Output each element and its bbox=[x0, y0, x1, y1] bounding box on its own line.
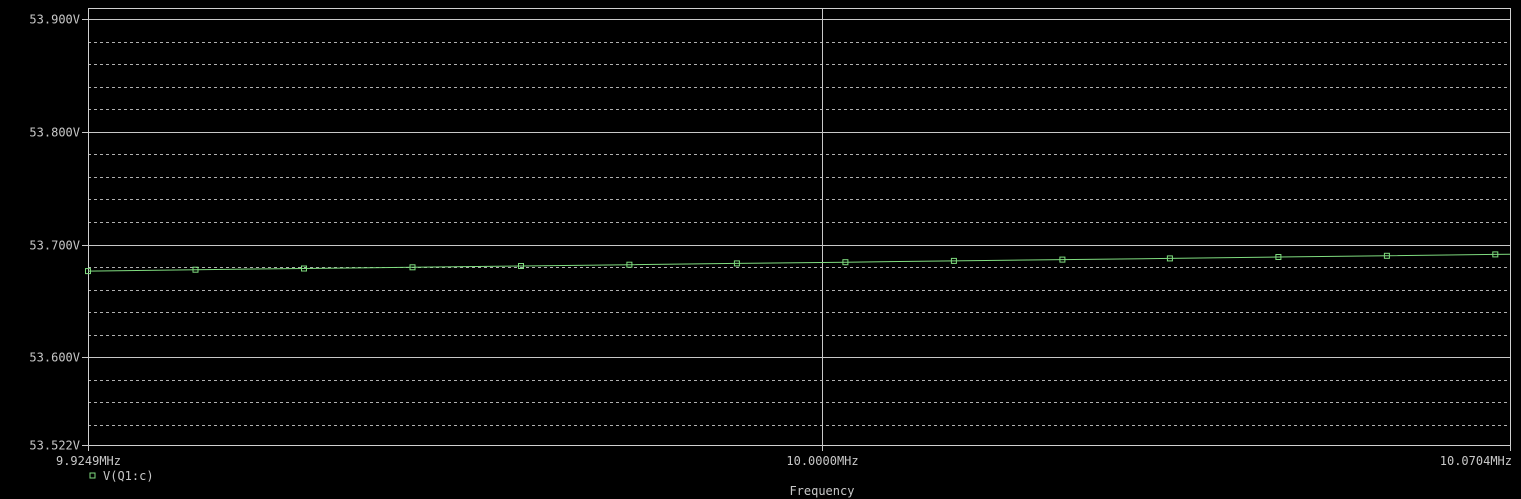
legend-marker-square bbox=[89, 472, 96, 479]
data-point-marker bbox=[733, 260, 740, 267]
major-gridlines bbox=[88, 8, 1510, 445]
series-group bbox=[85, 251, 1511, 275]
legend-label: V(Q1:c) bbox=[103, 469, 154, 483]
x-axis-title: Frequency bbox=[789, 484, 854, 498]
data-point-marker bbox=[409, 264, 416, 271]
data-point-marker bbox=[1166, 255, 1173, 262]
data-point-marker bbox=[85, 268, 91, 275]
x-tick-label: 10.0000MHz bbox=[786, 454, 858, 468]
data-point-marker bbox=[1275, 254, 1282, 260]
data-point-marker bbox=[1383, 252, 1390, 259]
data-point-marker bbox=[518, 263, 524, 269]
y-tick-label: 53.600V bbox=[29, 351, 80, 365]
data-point-marker bbox=[301, 265, 307, 272]
y-tick-label: 53.700V bbox=[29, 239, 80, 253]
series-line bbox=[87, 253, 1511, 272]
data-point-marker bbox=[842, 259, 849, 266]
x-tick-label: 10.0704MHz bbox=[1440, 454, 1512, 468]
y-tick-label: 53.800V bbox=[29, 126, 80, 140]
y-tick-label: 53.522V bbox=[29, 439, 80, 453]
data-point-marker bbox=[192, 266, 199, 273]
legend: V(Q1:c) bbox=[89, 469, 154, 483]
minor-gridlines bbox=[88, 42, 1510, 426]
data-point-marker bbox=[1059, 256, 1066, 263]
data-point-marker bbox=[1492, 251, 1499, 258]
y-axis-ticks: 53.900V 53.800V 53.700V 53.600V 53.522V bbox=[29, 13, 88, 453]
data-point-marker bbox=[626, 261, 633, 268]
data-point-marker bbox=[950, 257, 957, 264]
x-axis-ticks: 9.9249MHz 10.0000MHz 10.0704MHz bbox=[56, 445, 1512, 468]
y-tick-label: 53.900V bbox=[29, 13, 80, 27]
plot-frame bbox=[88, 8, 1511, 446]
x-tick-label: 9.9249MHz bbox=[56, 454, 121, 468]
